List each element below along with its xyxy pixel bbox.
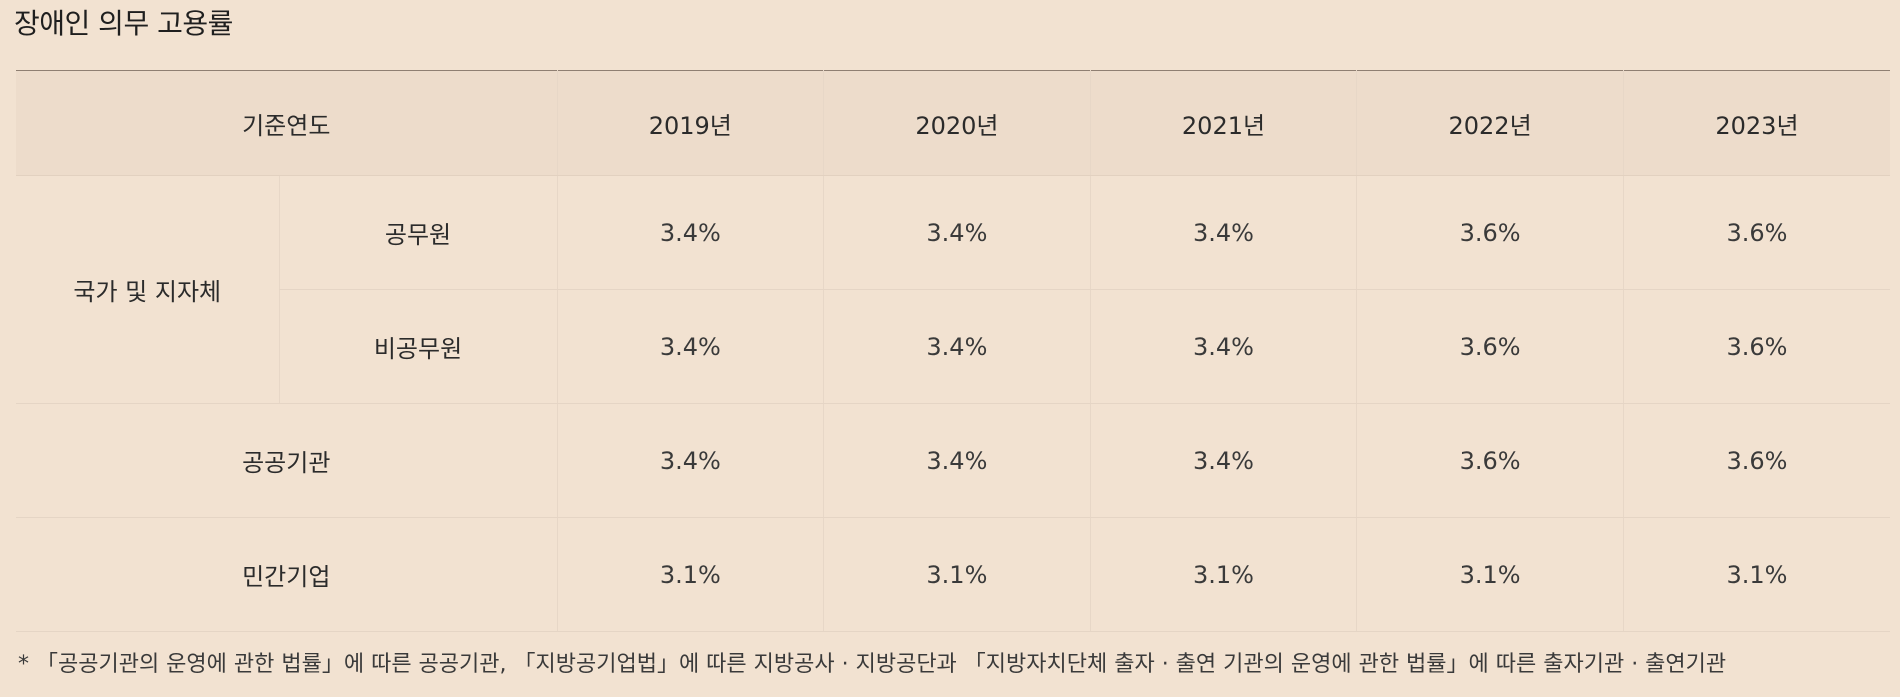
header-year: 2022년 bbox=[1356, 70, 1624, 176]
table-row: 국가 및 지자체 공무원 3.4% 3.4% 3.4% 3.6% 3.6% bbox=[16, 175, 1890, 404]
table-row: 비공무원 3.4% 3.4% 3.4% 3.6% 3.6% bbox=[16, 289, 1890, 404]
rate-cell: 3.6% bbox=[1356, 175, 1624, 290]
rate-cell: 3.4% bbox=[1089, 403, 1357, 518]
employment-rate-table-container: 기준연도 2019년 2020년 2021년 2022년 2023년 국가 및 … bbox=[16, 70, 1890, 632]
header-base-year: 기준연도 bbox=[16, 70, 558, 176]
page-title: 장애인 의무 고용률 bbox=[14, 7, 233, 40]
rate-cell: 3.6% bbox=[1356, 289, 1624, 404]
rate-cell: 3.4% bbox=[1089, 289, 1357, 404]
employment-rate-table: 기준연도 2019년 2020년 2021년 2022년 2023년 국가 및 … bbox=[16, 70, 1890, 632]
row-label: 공무원 bbox=[278, 175, 558, 290]
rate-cell: 3.4% bbox=[1089, 175, 1357, 290]
rate-cell: 3.1% bbox=[1089, 517, 1357, 632]
row-label: 공공기관 bbox=[16, 403, 558, 518]
header-year: 2021년 bbox=[1089, 70, 1357, 176]
rate-cell: 3.4% bbox=[556, 175, 824, 290]
rate-cell: 3.1% bbox=[556, 517, 824, 632]
rate-cell: 3.4% bbox=[823, 403, 1091, 518]
rate-cell: 3.4% bbox=[823, 289, 1091, 404]
group-label-national-local: 국가 및 지자체 bbox=[16, 175, 279, 404]
rate-cell: 3.1% bbox=[1622, 517, 1890, 632]
rate-cell: 3.6% bbox=[1356, 403, 1624, 518]
row-label: 비공무원 bbox=[278, 289, 558, 404]
rate-cell: 3.4% bbox=[556, 289, 824, 404]
rate-cell: 3.4% bbox=[823, 175, 1091, 290]
footnote: * 「공공기관의 운영에 관한 법률」에 따른 공공기관, 「지방공기업법」에 … bbox=[18, 652, 1727, 677]
rate-cell: 3.6% bbox=[1622, 403, 1890, 518]
row-label: 민간기업 bbox=[16, 517, 558, 632]
header-year: 2023년 bbox=[1622, 70, 1890, 176]
rate-cell: 3.4% bbox=[556, 403, 824, 518]
rate-cell: 3.6% bbox=[1622, 289, 1890, 404]
table-row: 민간기업 3.1% 3.1% 3.1% 3.1% 3.1% bbox=[16, 517, 1890, 632]
rate-cell: 3.6% bbox=[1622, 175, 1890, 290]
table-header-row: 기준연도 2019년 2020년 2021년 2022년 2023년 bbox=[16, 70, 1890, 176]
rate-cell: 3.1% bbox=[1356, 517, 1624, 632]
rate-cell: 3.1% bbox=[823, 517, 1091, 632]
header-year: 2019년 bbox=[556, 70, 824, 176]
header-year: 2020년 bbox=[823, 70, 1091, 176]
table-row: 공공기관 3.4% 3.4% 3.4% 3.6% 3.6% bbox=[16, 403, 1890, 518]
